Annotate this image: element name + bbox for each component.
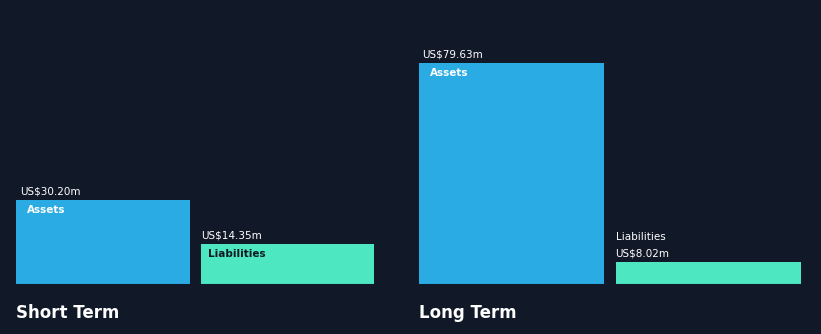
Text: US$30.20m: US$30.20m (20, 187, 80, 197)
Text: Short Term: Short Term (16, 304, 120, 322)
Text: Liabilities: Liabilities (616, 232, 665, 242)
Text: US$8.02m: US$8.02m (616, 248, 669, 259)
Text: Assets: Assets (27, 205, 66, 214)
Text: US$14.35m: US$14.35m (200, 231, 261, 241)
Text: US$79.63m: US$79.63m (423, 50, 484, 60)
Text: Long Term: Long Term (419, 304, 516, 322)
Bar (419, 63, 604, 284)
Bar (16, 200, 190, 284)
Text: Assets: Assets (430, 67, 469, 77)
Bar (200, 244, 374, 284)
Bar (616, 262, 800, 284)
Text: Liabilities: Liabilities (208, 248, 265, 259)
